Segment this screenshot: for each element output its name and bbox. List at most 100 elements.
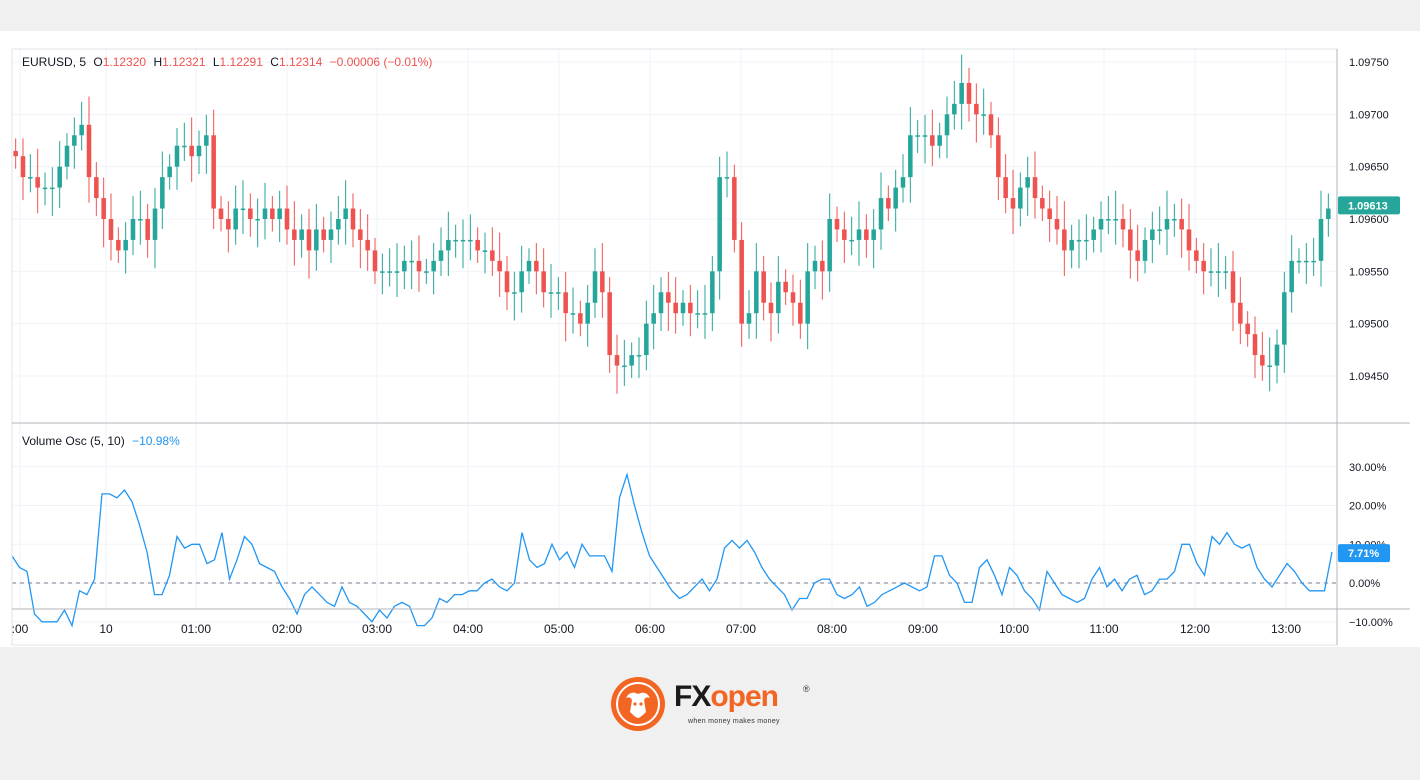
candle-body bbox=[20, 156, 26, 178]
candle-body bbox=[1289, 260, 1294, 293]
candle-body bbox=[966, 82, 972, 104]
time-tick-label: 07:00 bbox=[726, 622, 756, 636]
candle-body bbox=[453, 239, 458, 242]
candle-body bbox=[1164, 219, 1170, 230]
candle-body bbox=[922, 135, 928, 137]
candle-body bbox=[1062, 229, 1067, 251]
candle-body bbox=[981, 114, 986, 116]
candle-body bbox=[768, 302, 774, 314]
candle-body bbox=[908, 135, 913, 178]
current-oscillator-tag bbox=[1338, 544, 1390, 563]
candle-body bbox=[1260, 355, 1265, 366]
ohlc-values: O1.12320 H1.12321 L1.12291 C1.12314 −0.0… bbox=[93, 55, 436, 69]
candle-body bbox=[578, 313, 583, 324]
current-price-tag bbox=[1338, 196, 1400, 215]
candle-body bbox=[1186, 229, 1192, 251]
candle-body bbox=[834, 219, 840, 230]
candle-body bbox=[849, 239, 854, 242]
price-grid bbox=[12, 49, 1336, 423]
candle-body bbox=[1025, 177, 1030, 188]
candle-body bbox=[255, 219, 260, 221]
fxopen-logo: FXopen ® when money makes money bbox=[610, 676, 820, 734]
candle-body bbox=[1142, 239, 1148, 261]
candle-body bbox=[1018, 187, 1023, 209]
candle-body bbox=[754, 271, 759, 314]
change-value: −0.00006 (−0.01%) bbox=[329, 55, 433, 69]
time-tick-label: :00 bbox=[12, 622, 29, 636]
candle-body bbox=[930, 135, 935, 146]
candle-body bbox=[1172, 219, 1177, 221]
candle-body bbox=[328, 229, 334, 240]
candle-body bbox=[864, 229, 869, 240]
candle-body bbox=[160, 177, 165, 209]
candle-body bbox=[644, 323, 649, 356]
candle-body bbox=[248, 208, 253, 219]
candle-body bbox=[116, 239, 121, 251]
candle-body bbox=[526, 260, 532, 272]
candle-body bbox=[820, 260, 825, 272]
candle-body bbox=[438, 250, 444, 261]
candle-body bbox=[1128, 229, 1133, 251]
candle-body bbox=[270, 208, 275, 219]
candle-body bbox=[196, 145, 202, 157]
candle-body bbox=[1223, 271, 1228, 273]
candle-body bbox=[446, 239, 451, 251]
candle-body bbox=[790, 292, 796, 303]
oscillator-tick-label: −10.00% bbox=[1349, 617, 1393, 629]
candle-body bbox=[1003, 177, 1008, 199]
candle-body bbox=[1216, 271, 1221, 273]
candle-body bbox=[79, 124, 84, 136]
candle-body bbox=[358, 229, 363, 240]
brand-tagline: when money makes money bbox=[688, 718, 780, 725]
candle-body bbox=[152, 208, 158, 240]
candle-body bbox=[534, 260, 539, 272]
candle-body bbox=[636, 355, 642, 357]
candle-body bbox=[622, 365, 627, 368]
low-label: L bbox=[212, 55, 220, 69]
candle-body bbox=[1032, 177, 1038, 199]
time-tick-label: 09:00 bbox=[908, 622, 938, 636]
price-legend: EURUSD, 5 O1.12320 H1.12321 L1.12291 C1.… bbox=[22, 55, 440, 69]
candle-body bbox=[1194, 250, 1199, 261]
candle-body bbox=[732, 177, 737, 240]
candle-body bbox=[1069, 239, 1074, 251]
time-tick-label: 10:00 bbox=[999, 622, 1029, 636]
chart-canvas[interactable]: 1.09750 1.09700 1.09650 1.09600 1.09550 1.095… bbox=[0, 31, 1420, 647]
candle-body bbox=[1010, 198, 1016, 209]
candle-body bbox=[614, 355, 620, 366]
candle-body bbox=[130, 219, 136, 240]
time-tick-label: 13:00 bbox=[1271, 622, 1301, 636]
candle-body bbox=[1311, 260, 1316, 263]
candle-body bbox=[314, 229, 319, 251]
candle-body bbox=[996, 135, 1001, 178]
high-value: 1.12321 bbox=[162, 55, 206, 69]
candle-body bbox=[57, 166, 62, 188]
price-tick-label: 1.09700 bbox=[1349, 109, 1389, 121]
candle-body bbox=[1054, 219, 1060, 230]
price-tick-label: 1.09600 bbox=[1349, 214, 1389, 226]
candle-body bbox=[658, 292, 664, 314]
candle-body bbox=[937, 135, 942, 146]
bull-emblem-icon bbox=[611, 677, 665, 731]
candle-body bbox=[1040, 198, 1045, 209]
candle-body bbox=[746, 313, 752, 324]
candle-body bbox=[600, 271, 605, 293]
candle-body bbox=[666, 292, 671, 303]
candle-body bbox=[607, 292, 612, 356]
time-tick-label: 11:00 bbox=[1089, 622, 1118, 636]
time-tick-label: 05:00 bbox=[544, 622, 574, 636]
candle-body bbox=[380, 271, 385, 273]
candle-body bbox=[1113, 219, 1118, 221]
candle-body bbox=[299, 229, 304, 240]
candle-body bbox=[1208, 271, 1214, 273]
brand-fx: FX bbox=[674, 680, 711, 713]
candle-body bbox=[123, 239, 128, 251]
candle-body bbox=[174, 145, 180, 167]
candle-body bbox=[1201, 260, 1206, 272]
candle-body bbox=[218, 208, 224, 219]
candle-body bbox=[350, 208, 356, 230]
candle-body bbox=[460, 239, 466, 242]
candle-body bbox=[402, 260, 407, 272]
candle-body bbox=[490, 250, 495, 261]
current-oscillator-label: 7.71% bbox=[1348, 548, 1379, 560]
